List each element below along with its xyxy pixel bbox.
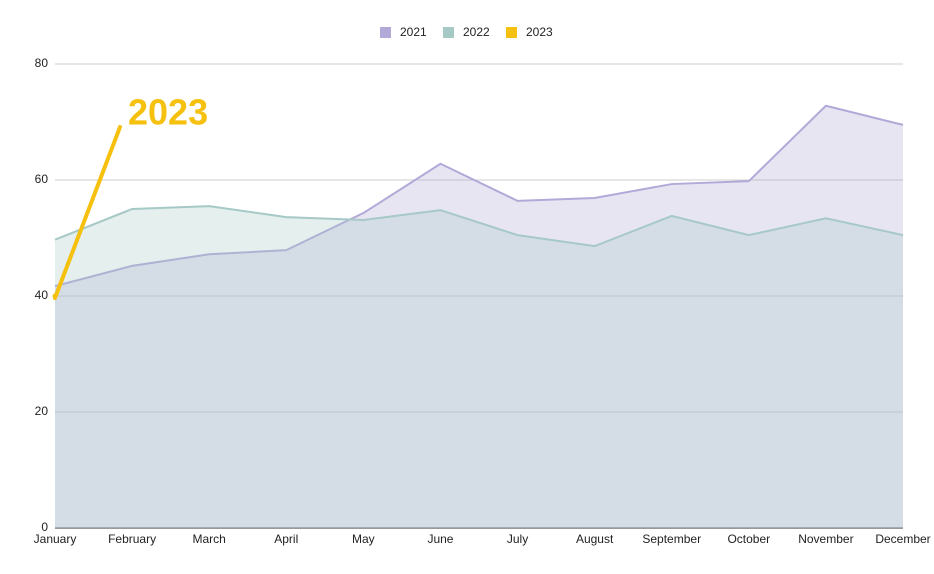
legend-swatch — [443, 27, 454, 38]
area — [55, 206, 903, 528]
y-tick-label: 20 — [35, 404, 49, 418]
legend-swatch — [506, 27, 517, 38]
x-tick-label: November — [798, 532, 853, 546]
x-tick-label: October — [727, 532, 770, 546]
series-line — [54, 104, 904, 288]
x-tick-label: January — [34, 532, 77, 546]
legend-label: 2021 — [400, 25, 427, 39]
x-tick-label: March — [193, 532, 226, 546]
area — [55, 105, 903, 528]
x-tick-label: September — [642, 532, 701, 546]
series-line — [54, 205, 904, 248]
y-tick-label: 80 — [35, 56, 49, 70]
y-tick-label: 60 — [35, 172, 49, 186]
legend-label: 2023 — [526, 25, 553, 39]
y-tick-label: 40 — [35, 288, 49, 302]
x-tick-label: May — [352, 532, 375, 546]
x-tick-label: August — [576, 532, 614, 546]
annotation: 2023 — [128, 92, 208, 133]
x-tick-label: July — [507, 532, 528, 546]
legend-swatch — [380, 27, 391, 38]
y-tick-label: 0 — [41, 520, 48, 534]
x-tick-label: June — [427, 532, 453, 546]
x-tick-label: April — [274, 532, 298, 546]
annotation-pointer — [53, 125, 122, 300]
x-tick-label: December — [875, 532, 930, 546]
x-tick-label: February — [108, 532, 156, 546]
legend-label: 2022 — [463, 25, 490, 39]
